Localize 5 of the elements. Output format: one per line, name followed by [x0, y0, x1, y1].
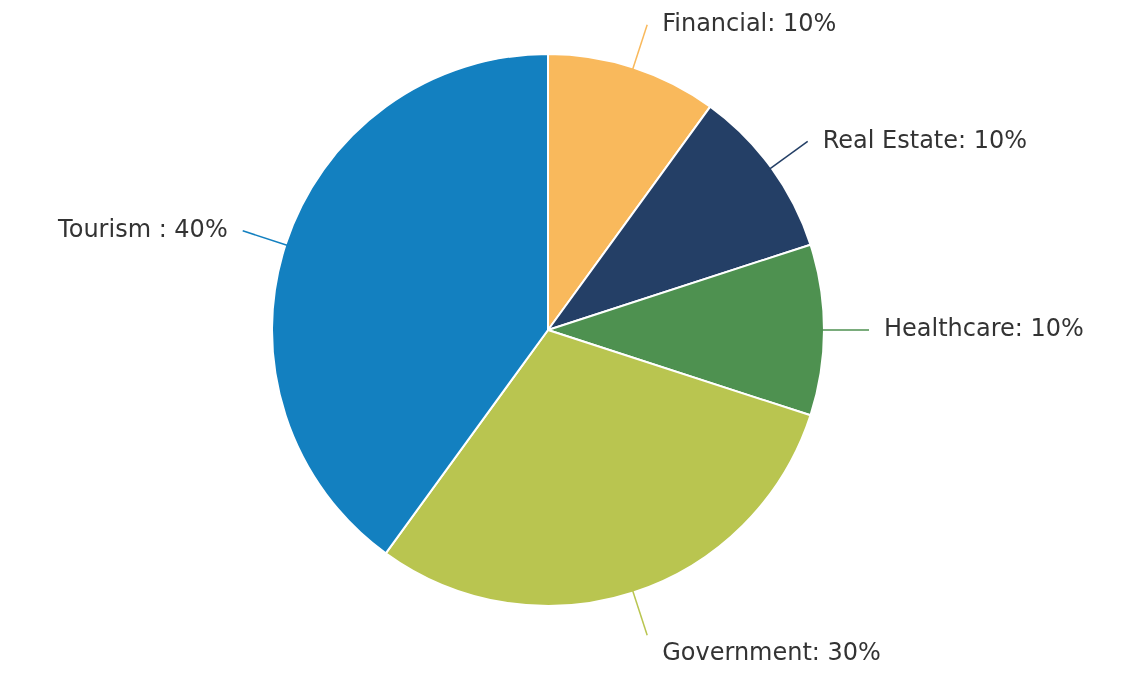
slice-label: Tourism : 40% — [57, 215, 228, 244]
slice-label: Healthcare: 10% — [884, 314, 1084, 343]
slice-label: Government: 30% — [662, 637, 881, 666]
slice-label: Financial: 10% — [662, 8, 837, 37]
slice-label: Real Estate: 10% — [822, 125, 1028, 154]
